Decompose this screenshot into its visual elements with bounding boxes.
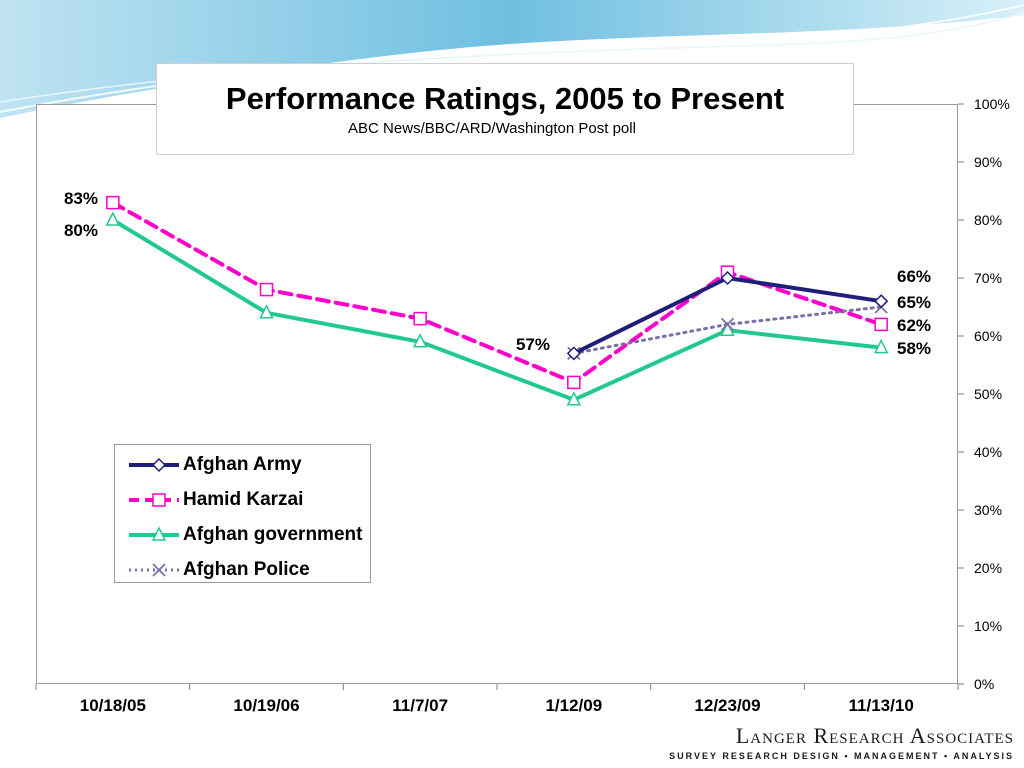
- data-point-afghan-army: [720, 270, 735, 286]
- company-logo: Langer Research Associates SURVEY RESEAR…: [669, 724, 1014, 762]
- legend-label: Hamid Karzai: [183, 489, 304, 510]
- data-point-hamid-karzai: [413, 311, 427, 326]
- data-label: 83%: [64, 189, 98, 208]
- y-tick-label: 20%: [974, 560, 1002, 576]
- data-point-afghan-army: [874, 294, 889, 309]
- x-marker-stroke: [720, 317, 735, 332]
- y-tick-label: 40%: [974, 444, 1002, 460]
- y-tick-label: 70%: [974, 270, 1002, 286]
- legend-item-afghan-police: Afghan Police: [127, 555, 367, 585]
- x-tick-label: 11/13/10: [849, 696, 914, 715]
- y-tick-label: 30%: [974, 502, 1002, 518]
- data-point-afghan-government: [566, 391, 582, 406]
- x-tick-label: 10/19/06: [233, 696, 299, 715]
- data-label: 66%: [897, 267, 931, 286]
- legend-label: Afghan Army: [183, 454, 302, 475]
- y-tick-label: 0%: [974, 676, 994, 692]
- x-tick-label: 10/18/05: [80, 696, 146, 715]
- data-point-hamid-karzai: [567, 375, 581, 390]
- data-point-afghan-government: [873, 338, 889, 354]
- data-point-afghan-army: [566, 346, 581, 361]
- data-point-afghan-government: [105, 211, 121, 226]
- data-point-hamid-karzai: [874, 317, 888, 332]
- logo-tagline: SURVEY RESEARCH DESIGN • MANAGEMENT • AN…: [669, 751, 1014, 761]
- y-tick-label: 10%: [974, 618, 1002, 634]
- data-point-afghan-government: [720, 321, 735, 336]
- x-tick-label: 11/7/07: [392, 696, 448, 715]
- data-label: 62%: [897, 316, 931, 335]
- legend-label: Afghan government: [183, 524, 363, 545]
- legend-swatch-afghan-police: [129, 563, 179, 577]
- data-label: 65%: [897, 293, 931, 312]
- data-point-hamid-karzai: [106, 195, 120, 210]
- series-line-afghan-government: [110, 218, 884, 402]
- data-label: 58%: [897, 339, 931, 358]
- logo-name: Langer Research Associates: [735, 723, 1014, 748]
- data-point-afghan-government: [412, 333, 428, 348]
- series-line-hamid-karzai: [110, 200, 884, 385]
- x-tick-label: 12/23/09: [694, 696, 760, 715]
- data-point-afghan-government: [259, 304, 274, 319]
- legend-item-afghan-army: Afghan Army: [127, 450, 367, 480]
- title-box: Performance Ratings, 2005 to Present ABC…: [156, 63, 854, 155]
- data-point-afghan-police: [720, 317, 735, 332]
- y-tick-label: 90%: [974, 154, 1002, 170]
- data-point-hamid-karzai: [259, 282, 274, 297]
- y-tick-label: 80%: [974, 212, 1002, 228]
- legend-swatch-afghan-government: [129, 526, 179, 541]
- plot-area: [36, 104, 958, 684]
- x-tick-label: 1/12/09: [545, 696, 602, 715]
- y-tick-label: 60%: [974, 328, 1002, 344]
- chart-subtitle: ABC News/BBC/ARD/Washington Post poll: [348, 120, 636, 137]
- legend-item-afghan-government: Afghan government: [127, 520, 367, 550]
- legend-item-hamid-karzai: Hamid Karzai: [127, 485, 367, 515]
- chart-legend: Afghan Army Hamid Karzai Afghan governme…: [114, 444, 371, 583]
- data-label: 57%: [516, 335, 550, 354]
- y-tick-label: 50%: [974, 386, 1002, 402]
- legend-label: Afghan Police: [183, 559, 310, 580]
- chart-title: Performance Ratings, 2005 to Present: [225, 81, 785, 116]
- y-tick-label: 100%: [974, 96, 1010, 112]
- legend-swatch-afghan-army: [129, 457, 179, 473]
- legend-swatch-hamid-karzai: [129, 493, 179, 507]
- data-label: 80%: [64, 221, 98, 240]
